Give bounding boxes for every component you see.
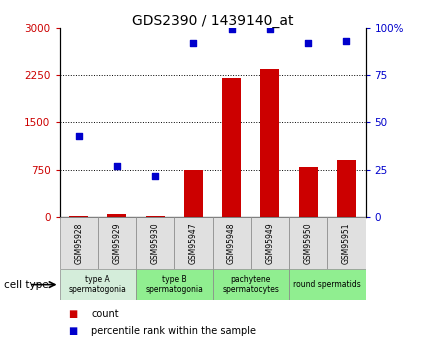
- Bar: [337, 160, 356, 217]
- Bar: [298, 167, 317, 217]
- Text: cell type: cell type: [4, 280, 49, 289]
- Text: GSM95949: GSM95949: [265, 223, 275, 264]
- Text: count: count: [91, 309, 119, 319]
- Text: GSM95948: GSM95948: [227, 223, 236, 264]
- Point: [266, 27, 273, 32]
- Bar: [212, 217, 251, 269]
- Bar: [145, 216, 164, 217]
- Bar: [260, 69, 280, 217]
- Text: percentile rank within the sample: percentile rank within the sample: [91, 326, 256, 336]
- Bar: [289, 217, 327, 269]
- Text: type B
spermatogonia: type B spermatogonia: [145, 275, 203, 294]
- Point: [343, 38, 350, 43]
- Bar: [174, 217, 212, 269]
- Text: GSM95930: GSM95930: [150, 223, 160, 264]
- Bar: [60, 269, 136, 300]
- Text: GSM95951: GSM95951: [342, 223, 351, 264]
- Bar: [98, 217, 136, 269]
- Point: [75, 133, 82, 138]
- Text: ■: ■: [68, 326, 77, 336]
- Text: pachytene
spermatocytes: pachytene spermatocytes: [222, 275, 279, 294]
- Text: type A
spermatogonia: type A spermatogonia: [69, 275, 127, 294]
- Point: [228, 27, 235, 32]
- Text: GSM95928: GSM95928: [74, 223, 83, 264]
- Point: [305, 40, 312, 46]
- Bar: [184, 170, 203, 217]
- Bar: [251, 217, 289, 269]
- Bar: [222, 78, 241, 217]
- Point: [113, 164, 120, 169]
- Point: [190, 40, 197, 46]
- Bar: [69, 216, 88, 217]
- Bar: [60, 217, 98, 269]
- Bar: [212, 269, 289, 300]
- Point: [152, 173, 159, 178]
- Text: GSM95947: GSM95947: [189, 223, 198, 264]
- Bar: [107, 214, 127, 217]
- Bar: [136, 269, 212, 300]
- Bar: [136, 217, 174, 269]
- Text: GDS2390 / 1439140_at: GDS2390 / 1439140_at: [132, 14, 293, 28]
- Text: ■: ■: [68, 309, 77, 319]
- Text: GSM95950: GSM95950: [303, 223, 313, 264]
- Bar: [289, 269, 366, 300]
- Text: GSM95929: GSM95929: [112, 223, 122, 264]
- Bar: [327, 217, 366, 269]
- Text: round spermatids: round spermatids: [293, 280, 361, 289]
